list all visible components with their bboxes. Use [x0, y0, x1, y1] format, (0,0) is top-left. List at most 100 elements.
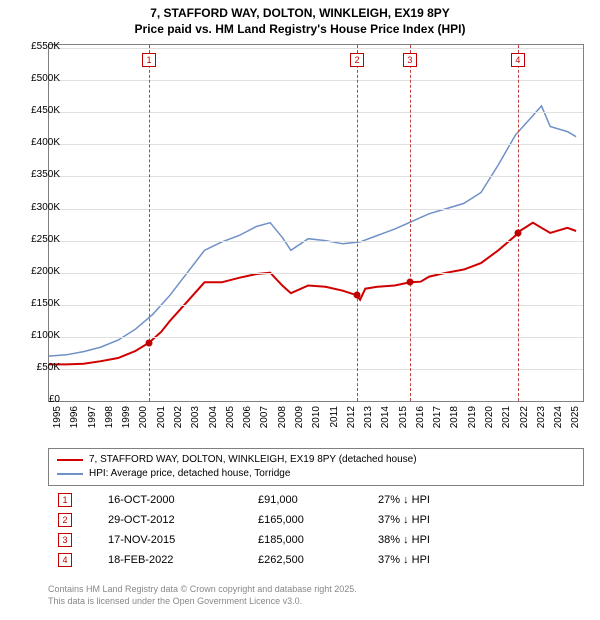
x-axis-label: 1999 [121, 406, 132, 436]
x-axis-label: 1997 [87, 406, 98, 436]
marker-line [518, 45, 519, 401]
legend-item-price: 7, STAFFORD WAY, DOLTON, WINKLEIGH, EX19… [57, 453, 575, 467]
sales-marker: 1 [58, 493, 72, 507]
gridline-h [49, 305, 583, 306]
marker-label: 1 [142, 53, 156, 67]
y-axis-label: £300K [14, 202, 60, 213]
gridline-h [49, 176, 583, 177]
gridline-h [49, 80, 583, 81]
sales-pct: 37% ↓ HPI [378, 514, 498, 526]
sales-pct: 27% ↓ HPI [378, 494, 498, 506]
x-axis-label: 2024 [553, 406, 564, 436]
x-axis-label: 2021 [501, 406, 512, 436]
chart-plot-area: 1 2 3 4 [48, 44, 584, 402]
x-axis-label: 2025 [570, 406, 581, 436]
marker-label: 3 [403, 53, 417, 67]
x-axis-label: 2000 [138, 406, 149, 436]
y-axis-label: £0 [14, 394, 60, 405]
x-axis-label: 2003 [190, 406, 201, 436]
x-axis-label: 2017 [432, 406, 443, 436]
sales-date: 29-OCT-2012 [108, 514, 258, 526]
y-axis-label: £450K [14, 105, 60, 116]
gridline-h [49, 337, 583, 338]
title-block: 7, STAFFORD WAY, DOLTON, WINKLEIGH, EX19… [0, 0, 600, 37]
sales-marker: 4 [58, 553, 72, 567]
gridline-h [49, 144, 583, 145]
gridline-h [49, 369, 583, 370]
marker-dot [514, 229, 521, 236]
x-axis-label: 2011 [329, 406, 340, 436]
sales-marker: 2 [58, 513, 72, 527]
sales-price: £165,000 [258, 514, 378, 526]
sales-date: 17-NOV-2015 [108, 534, 258, 546]
x-axis-label: 2013 [363, 406, 374, 436]
x-axis-label: 1998 [104, 406, 115, 436]
line-hpi [49, 106, 576, 356]
x-axis-label: 2008 [277, 406, 288, 436]
x-axis-label: 2002 [173, 406, 184, 436]
x-axis-label: 2010 [311, 406, 322, 436]
marker-line [149, 45, 150, 401]
sales-date: 18-FEB-2022 [108, 554, 258, 566]
line-price-paid [49, 223, 576, 365]
x-axis-label: 1996 [69, 406, 80, 436]
chart-svg [49, 45, 583, 401]
marker-dot [354, 292, 361, 299]
sales-marker: 3 [58, 533, 72, 547]
gridline-h [49, 209, 583, 210]
x-axis-label: 2012 [346, 406, 357, 436]
sales-row: 4 18-FEB-2022£262,50037% ↓ HPI [48, 550, 584, 570]
x-axis-label: 2023 [536, 406, 547, 436]
y-axis-label: £350K [14, 169, 60, 180]
marker-line [357, 45, 358, 401]
y-axis-label: £200K [14, 266, 60, 277]
x-axis-label: 2022 [519, 406, 530, 436]
sales-price: £262,500 [258, 554, 378, 566]
legend-swatch-price [57, 459, 83, 461]
sales-table: 1 16-OCT-2000£91,00027% ↓ HPI 2 29-OCT-2012… [48, 490, 584, 570]
gridline-h [49, 241, 583, 242]
x-axis-label: 2018 [449, 406, 460, 436]
sales-pct: 37% ↓ HPI [378, 554, 498, 566]
x-axis-label: 2020 [484, 406, 495, 436]
sales-price: £185,000 [258, 534, 378, 546]
title-line2: Price paid vs. HM Land Registry's House … [0, 22, 600, 38]
sales-row: 2 29-OCT-2012£165,00037% ↓ HPI [48, 510, 584, 530]
footer-line2: This data is licensed under the Open Gov… [48, 596, 357, 608]
sales-row: 3 17-NOV-2015£185,00038% ↓ HPI [48, 530, 584, 550]
legend-swatch-hpi [57, 473, 83, 475]
x-axis-label: 2014 [380, 406, 391, 436]
title-line1: 7, STAFFORD WAY, DOLTON, WINKLEIGH, EX19… [0, 6, 600, 22]
legend: 7, STAFFORD WAY, DOLTON, WINKLEIGH, EX19… [48, 448, 584, 486]
sales-pct: 38% ↓ HPI [378, 534, 498, 546]
marker-label: 4 [511, 53, 525, 67]
legend-label-hpi: HPI: Average price, detached house, Torr… [89, 467, 290, 481]
y-axis-label: £50K [14, 362, 60, 373]
y-axis-label: £150K [14, 298, 60, 309]
legend-item-hpi: HPI: Average price, detached house, Torr… [57, 467, 575, 481]
footer: Contains HM Land Registry data © Crown c… [48, 584, 357, 607]
x-axis-label: 2009 [294, 406, 305, 436]
x-axis-label: 2016 [415, 406, 426, 436]
y-axis-label: £100K [14, 330, 60, 341]
y-axis-label: £550K [14, 41, 60, 52]
y-axis-label: £400K [14, 137, 60, 148]
chart-container: 7, STAFFORD WAY, DOLTON, WINKLEIGH, EX19… [0, 0, 600, 620]
gridline-h [49, 48, 583, 49]
y-axis-label: £500K [14, 73, 60, 84]
marker-line [410, 45, 411, 401]
sales-price: £91,000 [258, 494, 378, 506]
sales-date: 16-OCT-2000 [108, 494, 258, 506]
footer-line1: Contains HM Land Registry data © Crown c… [48, 584, 357, 596]
y-axis-label: £250K [14, 234, 60, 245]
gridline-h [49, 112, 583, 113]
x-axis-label: 2007 [259, 406, 270, 436]
x-axis-label: 2019 [467, 406, 478, 436]
x-axis-label: 2006 [242, 406, 253, 436]
legend-label-price: 7, STAFFORD WAY, DOLTON, WINKLEIGH, EX19… [89, 453, 417, 467]
marker-label: 2 [350, 53, 364, 67]
x-axis-label: 2015 [398, 406, 409, 436]
x-axis-label: 1995 [52, 406, 63, 436]
marker-dot [406, 279, 413, 286]
sales-row: 1 16-OCT-2000£91,00027% ↓ HPI [48, 490, 584, 510]
